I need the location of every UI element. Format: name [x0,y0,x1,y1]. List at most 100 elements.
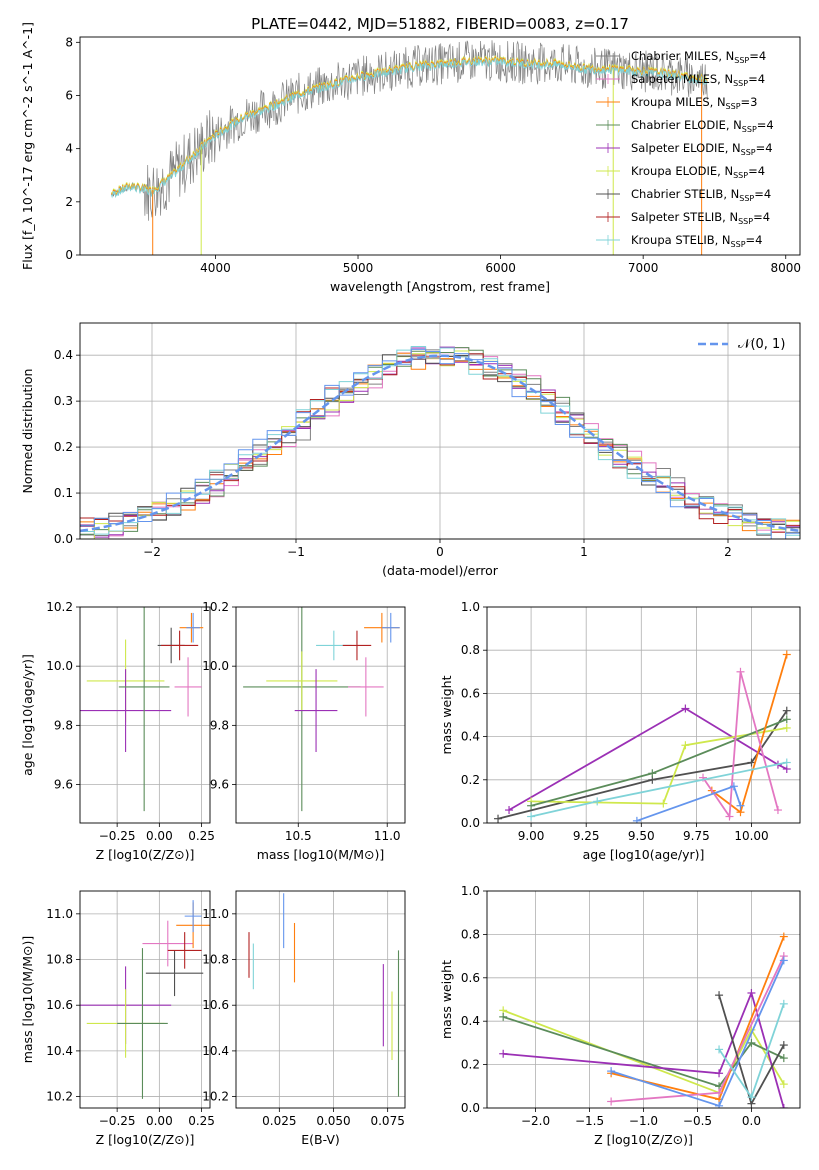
age-vs-Z-xlabel: Z [log10(Z/Z⊙)] [96,847,195,862]
mass-vs-Z-ylabel: mass [log10(M/M⊙)] [20,936,35,1064]
mass-weight-vs-Z-ytick-label: 0.8 [461,927,480,941]
mass-vs-ebv-xlabel: E(B-V) [301,1132,340,1147]
age-vs-mass-ytick-label: 10.0 [202,659,229,673]
mass-weight-vs-Z-xtick-label: −0.5 [683,1114,712,1128]
spectrum-ytick-label: 0 [65,248,73,262]
legend-label-1: Salpeter MILES, NSSP=4 [631,72,765,88]
legend-val-8: =4 [746,233,763,247]
mass-vs-ebv-xtick-label: 0.075 [370,1114,404,1128]
legend-sub-4: SSP [741,148,756,157]
age-vs-Z-panel: −0.25 0.00 0.25 9.6 9.8 10.0 10.2 Z [log10(Z/Z⊙… [20,600,215,862]
legend-sub-6: SSP [739,194,754,203]
gaussian-curve [80,354,800,533]
mass-weight-vs-Z-ylabel: mass weight [439,960,454,1039]
age-vs-mass-panel: 10.5 11.0 9.6 9.8 10.0 10.2 mass [log10(M/M⊙)] [202,600,406,862]
legend-val-5: =4 [748,164,765,178]
mass-weight-vs-Z-xtick-label: −1.0 [629,1114,658,1128]
spectrum-model-line-kroupa_stelib [110,57,708,199]
legend-label-0: Chabrier MILES, NSSP=4 [631,49,766,65]
residual-histogram-xtick-label: 1 [580,545,588,559]
mass-weight-vs-Z-ytick-label: 0.2 [461,1058,480,1072]
residual-histogram-xlabel: (data-model)/error [382,563,499,578]
legend-sub-3: SSP [742,125,757,134]
mass-vs-Z-xlabel: Z [log10(Z/Z⊙)] [96,1132,195,1147]
residual-histogram-panel: −2 −1 0 1 2 0.0 0.1 0.2 0.3 0.4 (data-model)/error… [20,322,801,578]
mass-weight-vs-Z-ytick-label: 0.6 [461,971,480,985]
age-vs-mass-ytick-label: 9.8 [210,718,229,732]
mass-weight-vs-age-ytick-label: 0.4 [461,730,480,744]
spectrum-xtick-label: 5000 [343,261,374,275]
mass-vs-ebv-plot-area [248,893,400,1097]
legend-val-3: =4 [757,118,774,132]
mass-vs-ebv-panel: 0.025 0.050 0.075 10.2 10.4 10.6 10.8 11.0 E(B-V… [202,890,406,1147]
spectrum-panel: 4000 5000 6000 7000 8000 0 2 4 6 8 wavelength [Ang… [20,22,801,294]
residual-histogram-xtick-label: −1 [287,545,305,559]
age-vs-Z-grid [80,606,210,823]
mass-weight-vs-age-ytick-label: 0.8 [461,643,480,657]
residual-histogram-ytick-label: 0.3 [54,394,73,408]
mass-vs-ebv-ytick-label: 11.0 [202,907,229,921]
legend-sub-8: SSP [731,240,746,249]
age-vs-mass-xtick-label: 10.5 [285,829,312,843]
legend-sub-0: SSP [734,56,749,65]
mass-weight-vs-age-xtick-label: 9.75 [683,829,710,843]
mass-vs-Z-panel: −0.25 0.00 0.25 10.2 10.4 10.6 10.8 11.0 Z [log1… [20,890,215,1147]
legend-val-2: =3 [741,95,758,109]
gaussian-legend-label: 𝒩(0, 1) [738,337,785,352]
legend-sub-2: SSP [726,102,741,111]
mass-vs-ebv-ytick-label: 10.2 [202,1090,229,1104]
mass-weight-vs-Z-xtick-label: −2.0 [521,1114,550,1128]
mass-weight-vs-age-frame [486,606,801,824]
age-vs-mass-ytick-label: 9.6 [210,778,229,792]
mass-vs-ebv-xtick-label: 0.050 [316,1114,350,1128]
age-vs-Z-ytick-label: 10.2 [46,600,73,614]
mass-vs-Z-ytick-label: 10.4 [46,1044,73,1058]
age-vs-mass-xtick-label: 11.0 [374,829,401,843]
mass-vs-Z-plot-area [80,900,210,1099]
mass-weight-vs-age-series-5 [702,671,779,820]
mass-weight-vs-age-ylabel: mass weight [439,675,454,754]
spectrum-frame [79,36,801,256]
mass-vs-ebv-frame [235,890,406,1109]
legend-label-5: Kroupa ELODIE, NSSP=4 [631,164,765,180]
legend-val-7: =4 [753,210,770,224]
legend-label-4: Salpeter ELODIE, NSSP=4 [631,141,773,157]
age-vs-Z-xtick-label: 0.00 [146,829,173,843]
mass-weight-vs-age-series-0 [497,710,788,820]
mass-vs-Z-ytick-label: 10.8 [46,953,73,967]
mass-weight-vs-age-xtick-label: 9.00 [518,829,545,843]
legend-sub-1: SSP [733,79,748,88]
spectrum-xtick-label: 6000 [485,261,516,275]
mass-weight-vs-age-xtick-label: 10.00 [734,829,768,843]
mass-weight-vs-Z-xtick-label: 0.0 [742,1114,761,1128]
mass-weight-vs-Z-xlabel: Z [log10(Z/Z⊙)] [594,1132,693,1147]
spectrum-ylabel: Flux [f_λ 10^-17 erg cm^-2 s^-1 A^-1] [20,22,35,270]
mass-weight-vs-age-ytick-label: 0.6 [461,686,480,700]
residual-histogram-plot-area [80,346,800,539]
age-vs-Z-xtick-label: −0.25 [99,829,136,843]
mass-weight-vs-age-panel: 9.00 9.25 9.50 9.75 10.00 0.0 0.2 0.4 0.6 0.8 1.0 a… [439,600,801,862]
mass-weight-vs-age-series-2 [531,727,787,805]
legend-label-8: Kroupa STELIB, NSSP=4 [631,233,762,249]
residual-histogram-frame [79,322,801,540]
mass-weight-vs-Z-ytick-label: 1.0 [461,884,480,898]
spectrum-xtick-label: 8000 [770,261,801,275]
residual-histogram-ytick-label: 0.2 [54,440,73,454]
mass-weight-vs-Z-panel: −2.0 −1.5 −1.0 −0.5 0.0 0.0 0.2 0.4 0.6 0.8 1.0 Z [… [439,884,801,1147]
spectrum-ytick-label: 2 [65,195,73,209]
legend-val-0: =4 [749,49,766,63]
mass-vs-Z-frame [79,890,211,1109]
mass-weight-vs-age-ytick-label: 1.0 [461,600,480,614]
mass-vs-ebv-ytick-label: 10.6 [202,998,229,1012]
legend-sub-7: SSP [738,217,753,226]
legend-label-3: Chabrier ELODIE, NSSP=4 [631,118,774,134]
age-vs-Z-frame [79,606,211,824]
mass-weight-vs-age-xtick-label: 9.25 [573,829,600,843]
mass-weight-vs-age-xlabel: age [log10(age/yr)] [583,847,705,862]
age-vs-mass-plot-area [243,607,400,812]
legend-val-1: =4 [748,72,765,86]
age-vs-Z-ytick-label: 9.6 [54,778,73,792]
spectrum-plot-area [110,40,708,255]
age-vs-Z-ylabel: age [log10(age/yr)] [20,654,35,776]
